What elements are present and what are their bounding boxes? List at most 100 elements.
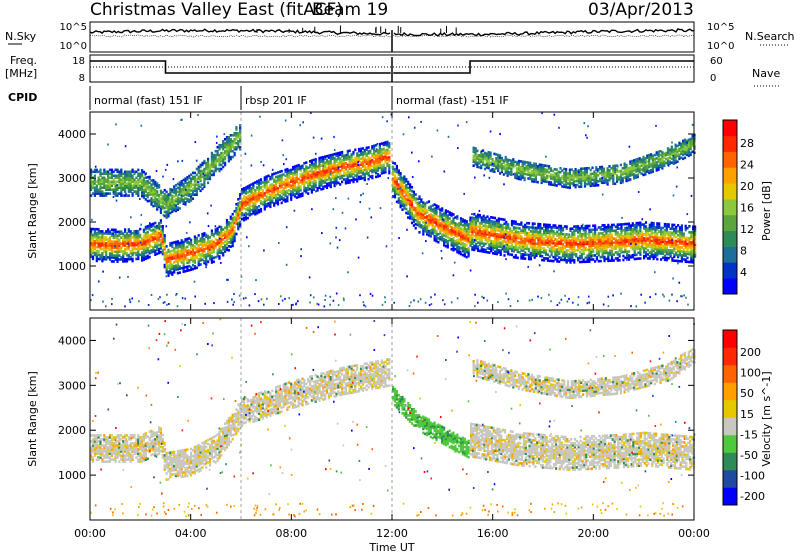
data-cell (154, 229, 157, 233)
data-cell (199, 177, 202, 181)
data-cell (348, 167, 351, 170)
data-cell (199, 253, 202, 256)
data-cell (163, 196, 166, 200)
data-cell (212, 244, 215, 248)
data-cell (392, 185, 395, 188)
data-cell (252, 186, 255, 189)
data-cell (367, 167, 370, 171)
data-cell (558, 248, 561, 251)
data-cell (450, 226, 453, 229)
data-cell (191, 251, 195, 255)
data-cell (371, 168, 374, 172)
data-cell (393, 176, 397, 179)
data-cell (631, 242, 634, 245)
data-cell (339, 157, 342, 160)
data-cell (375, 175, 378, 179)
data-cell (556, 230, 559, 233)
data-cell (203, 171, 206, 175)
data-cell (431, 224, 434, 227)
data-cell (677, 230, 680, 233)
data-cell (493, 230, 497, 234)
data-cell (452, 244, 455, 248)
data-cell (692, 253, 695, 256)
data-cell (610, 225, 614, 229)
data-cell (114, 234, 117, 238)
data-cell (205, 163, 208, 167)
data-cell (569, 235, 572, 238)
data-cell (295, 166, 298, 170)
data-cell (690, 243, 693, 246)
data-cell (193, 181, 196, 185)
data-cell (410, 199, 414, 203)
data-cell (129, 172, 132, 176)
data-cell (210, 231, 213, 235)
data-cell (543, 259, 546, 262)
data-cell (292, 191, 295, 195)
data-cell (320, 188, 323, 191)
data-cell (520, 253, 523, 256)
data-cell (137, 257, 140, 261)
data-cell (120, 172, 123, 176)
data-cell (450, 243, 453, 247)
data-cell (256, 206, 259, 209)
data-cell (161, 252, 164, 256)
data-cell (578, 256, 582, 260)
data-cell (146, 236, 149, 240)
data-cell (505, 228, 508, 232)
data-cell (682, 242, 685, 245)
data-cell (369, 167, 372, 170)
data-cell (373, 166, 376, 169)
data-cell (503, 248, 506, 251)
data-cell (639, 229, 642, 232)
data-cell (409, 193, 412, 196)
data-cell (522, 231, 525, 234)
data-cell (626, 226, 629, 230)
data-cell (275, 181, 278, 185)
data-cell (154, 225, 157, 229)
data-cell (229, 239, 232, 242)
data-cell (252, 184, 255, 187)
data-cell (146, 193, 149, 197)
data-cell (677, 249, 680, 253)
data-cell (669, 227, 672, 230)
data-cell (537, 242, 540, 246)
data-cell (224, 248, 227, 251)
data-cell (186, 197, 189, 201)
data-cell (156, 182, 159, 185)
data-cell (161, 232, 164, 236)
data-cell (324, 177, 327, 180)
data-cell (648, 223, 651, 227)
data-cell (529, 240, 532, 243)
data-cell (103, 232, 106, 235)
data-cell (295, 176, 298, 180)
data-cell (418, 223, 421, 226)
data-cell (165, 255, 168, 258)
data-cell (320, 158, 323, 161)
data-cell (133, 172, 136, 176)
data-cell (422, 201, 425, 204)
data-cell (114, 254, 117, 257)
data-cell (418, 195, 421, 198)
data-cell (290, 170, 293, 174)
data-cell (356, 172, 359, 175)
data-cell (446, 222, 449, 225)
data-cell (178, 181, 181, 184)
data-cell (124, 172, 127, 176)
data-cell (650, 221, 653, 225)
data-cell (152, 230, 155, 233)
data-cell (420, 210, 423, 213)
data-cell (137, 190, 140, 193)
data-cell (456, 250, 459, 254)
data-cell (541, 235, 544, 238)
data-cell (284, 168, 287, 172)
data-cell (594, 238, 597, 241)
data-cell (420, 208, 423, 211)
data-cell (380, 166, 383, 169)
data-cell (607, 239, 610, 243)
data-cell (680, 226, 683, 229)
data-cell (365, 160, 368, 163)
data-cell (529, 244, 532, 247)
data-cell (207, 250, 210, 254)
data-cell (471, 226, 474, 229)
data-cell (405, 185, 408, 189)
